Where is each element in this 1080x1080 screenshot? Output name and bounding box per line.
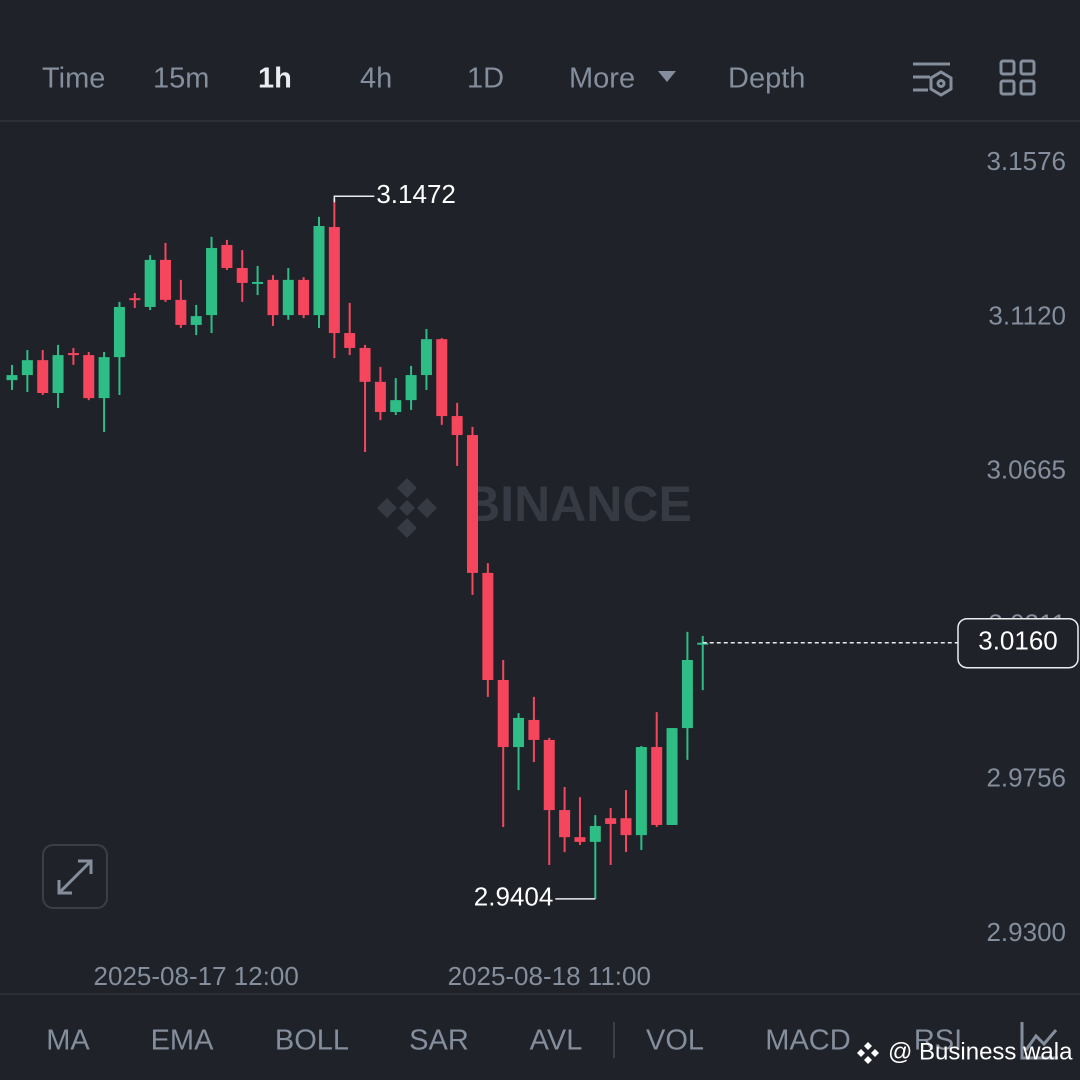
last-price-label: 3.0160 — [978, 626, 1058, 656]
candle-body — [467, 435, 478, 573]
indicator-tab[interactable]: MACD — [765, 1025, 850, 1057]
candle-body — [344, 333, 356, 348]
candle-body — [113, 306, 125, 358]
indicator-tab[interactable]: EMA — [151, 1025, 215, 1057]
candle-body — [144, 259, 156, 307]
interval-tab[interactable]: 4h — [360, 63, 392, 95]
candle-body — [37, 360, 49, 394]
candle-body — [190, 316, 202, 325]
credit-logo — [857, 1042, 879, 1064]
candle-body — [328, 227, 340, 334]
interval-tab[interactable]: 15m — [153, 63, 209, 95]
candle-body — [282, 279, 294, 316]
candle-body — [405, 375, 417, 401]
candle-body — [52, 355, 64, 394]
interval-tab[interactable]: Time — [42, 63, 105, 95]
candle-body — [313, 226, 325, 316]
candle-body — [589, 825, 601, 842]
expand-button[interactable] — [42, 844, 108, 909]
candle-body — [359, 347, 371, 382]
last-price-box — [957, 617, 1079, 669]
x-tick-label: 2025-08-18 11:00 — [448, 961, 651, 991]
candle-body — [420, 339, 432, 376]
candle-body — [513, 717, 525, 748]
candle-body — [543, 739, 555, 811]
settings-icon[interactable] — [913, 62, 953, 97]
indicator-tab[interactable]: SAR — [409, 1025, 469, 1057]
candle-body — [605, 818, 617, 824]
watermark-logo — [377, 478, 437, 538]
indicator-tab[interactable]: AVL — [530, 1025, 583, 1057]
candle-body — [98, 357, 110, 399]
high-marker-label: 3.1472 — [376, 179, 456, 209]
candle-body — [436, 339, 448, 417]
candle-body — [6, 375, 18, 381]
more-arrow[interactable] — [658, 71, 676, 82]
candle-body — [175, 299, 187, 325]
candle-body — [252, 281, 264, 284]
interval-tab[interactable]: More — [569, 63, 635, 95]
layout-icon[interactable] — [999, 59, 1036, 96]
candle-body — [390, 400, 402, 412]
y-tick-label: 3.1120 — [988, 300, 1066, 330]
candle-body — [651, 747, 663, 825]
interval-tab[interactable]: 1D — [467, 63, 504, 95]
candle-body — [83, 355, 95, 399]
candle-body — [635, 747, 647, 836]
candle-body — [482, 572, 494, 680]
candle-body — [528, 719, 540, 740]
candle-body — [497, 679, 509, 748]
candle-body — [451, 416, 463, 436]
low-marker-label: 2.9404 — [474, 882, 554, 912]
y-tick-label: 3.1576 — [986, 146, 1066, 176]
candle-body — [129, 298, 141, 301]
indicator-tab[interactable]: VOL — [646, 1025, 704, 1057]
candle-body — [21, 360, 33, 376]
y-tick-label: 2.9300 — [986, 917, 1066, 947]
high-marker-line — [333, 195, 375, 203]
candle-body — [559, 810, 571, 838]
candle-body — [681, 659, 693, 729]
candle-body — [666, 728, 678, 825]
watermark: BINANCE — [464, 476, 692, 532]
chart-icon[interactable] — [1020, 1022, 1058, 1060]
interval-tab[interactable]: Depth — [728, 63, 805, 95]
indicator-tab[interactable]: BOLL — [275, 1025, 349, 1057]
candle-body — [236, 268, 248, 283]
credit: @ Business wala — [888, 1038, 1073, 1065]
y-tick-label: 2.9756 — [986, 762, 1066, 792]
candle-body — [298, 279, 310, 316]
candle-body — [67, 353, 79, 356]
indicator-tab[interactable]: MA — [46, 1025, 90, 1057]
candle-body — [574, 837, 586, 842]
candle-body — [620, 818, 632, 836]
interval-tab[interactable]: 1h — [258, 63, 292, 95]
candle-body — [221, 244, 233, 269]
chart-icon-line — [1024, 1029, 1058, 1051]
candle-body — [267, 279, 279, 316]
candle-body — [206, 248, 218, 316]
y-tick-label: 3.0665 — [986, 454, 1066, 484]
candle-body — [374, 381, 386, 412]
candle-body — [160, 259, 171, 300]
plot-area: 3.15763.11203.06653.02112.97562.93002025… — [6, 146, 1079, 991]
x-tick-label: 2025-08-17 12:00 — [94, 961, 299, 991]
candle-body — [697, 642, 709, 645]
indicator-tab[interactable]: RSI — [914, 1025, 962, 1057]
